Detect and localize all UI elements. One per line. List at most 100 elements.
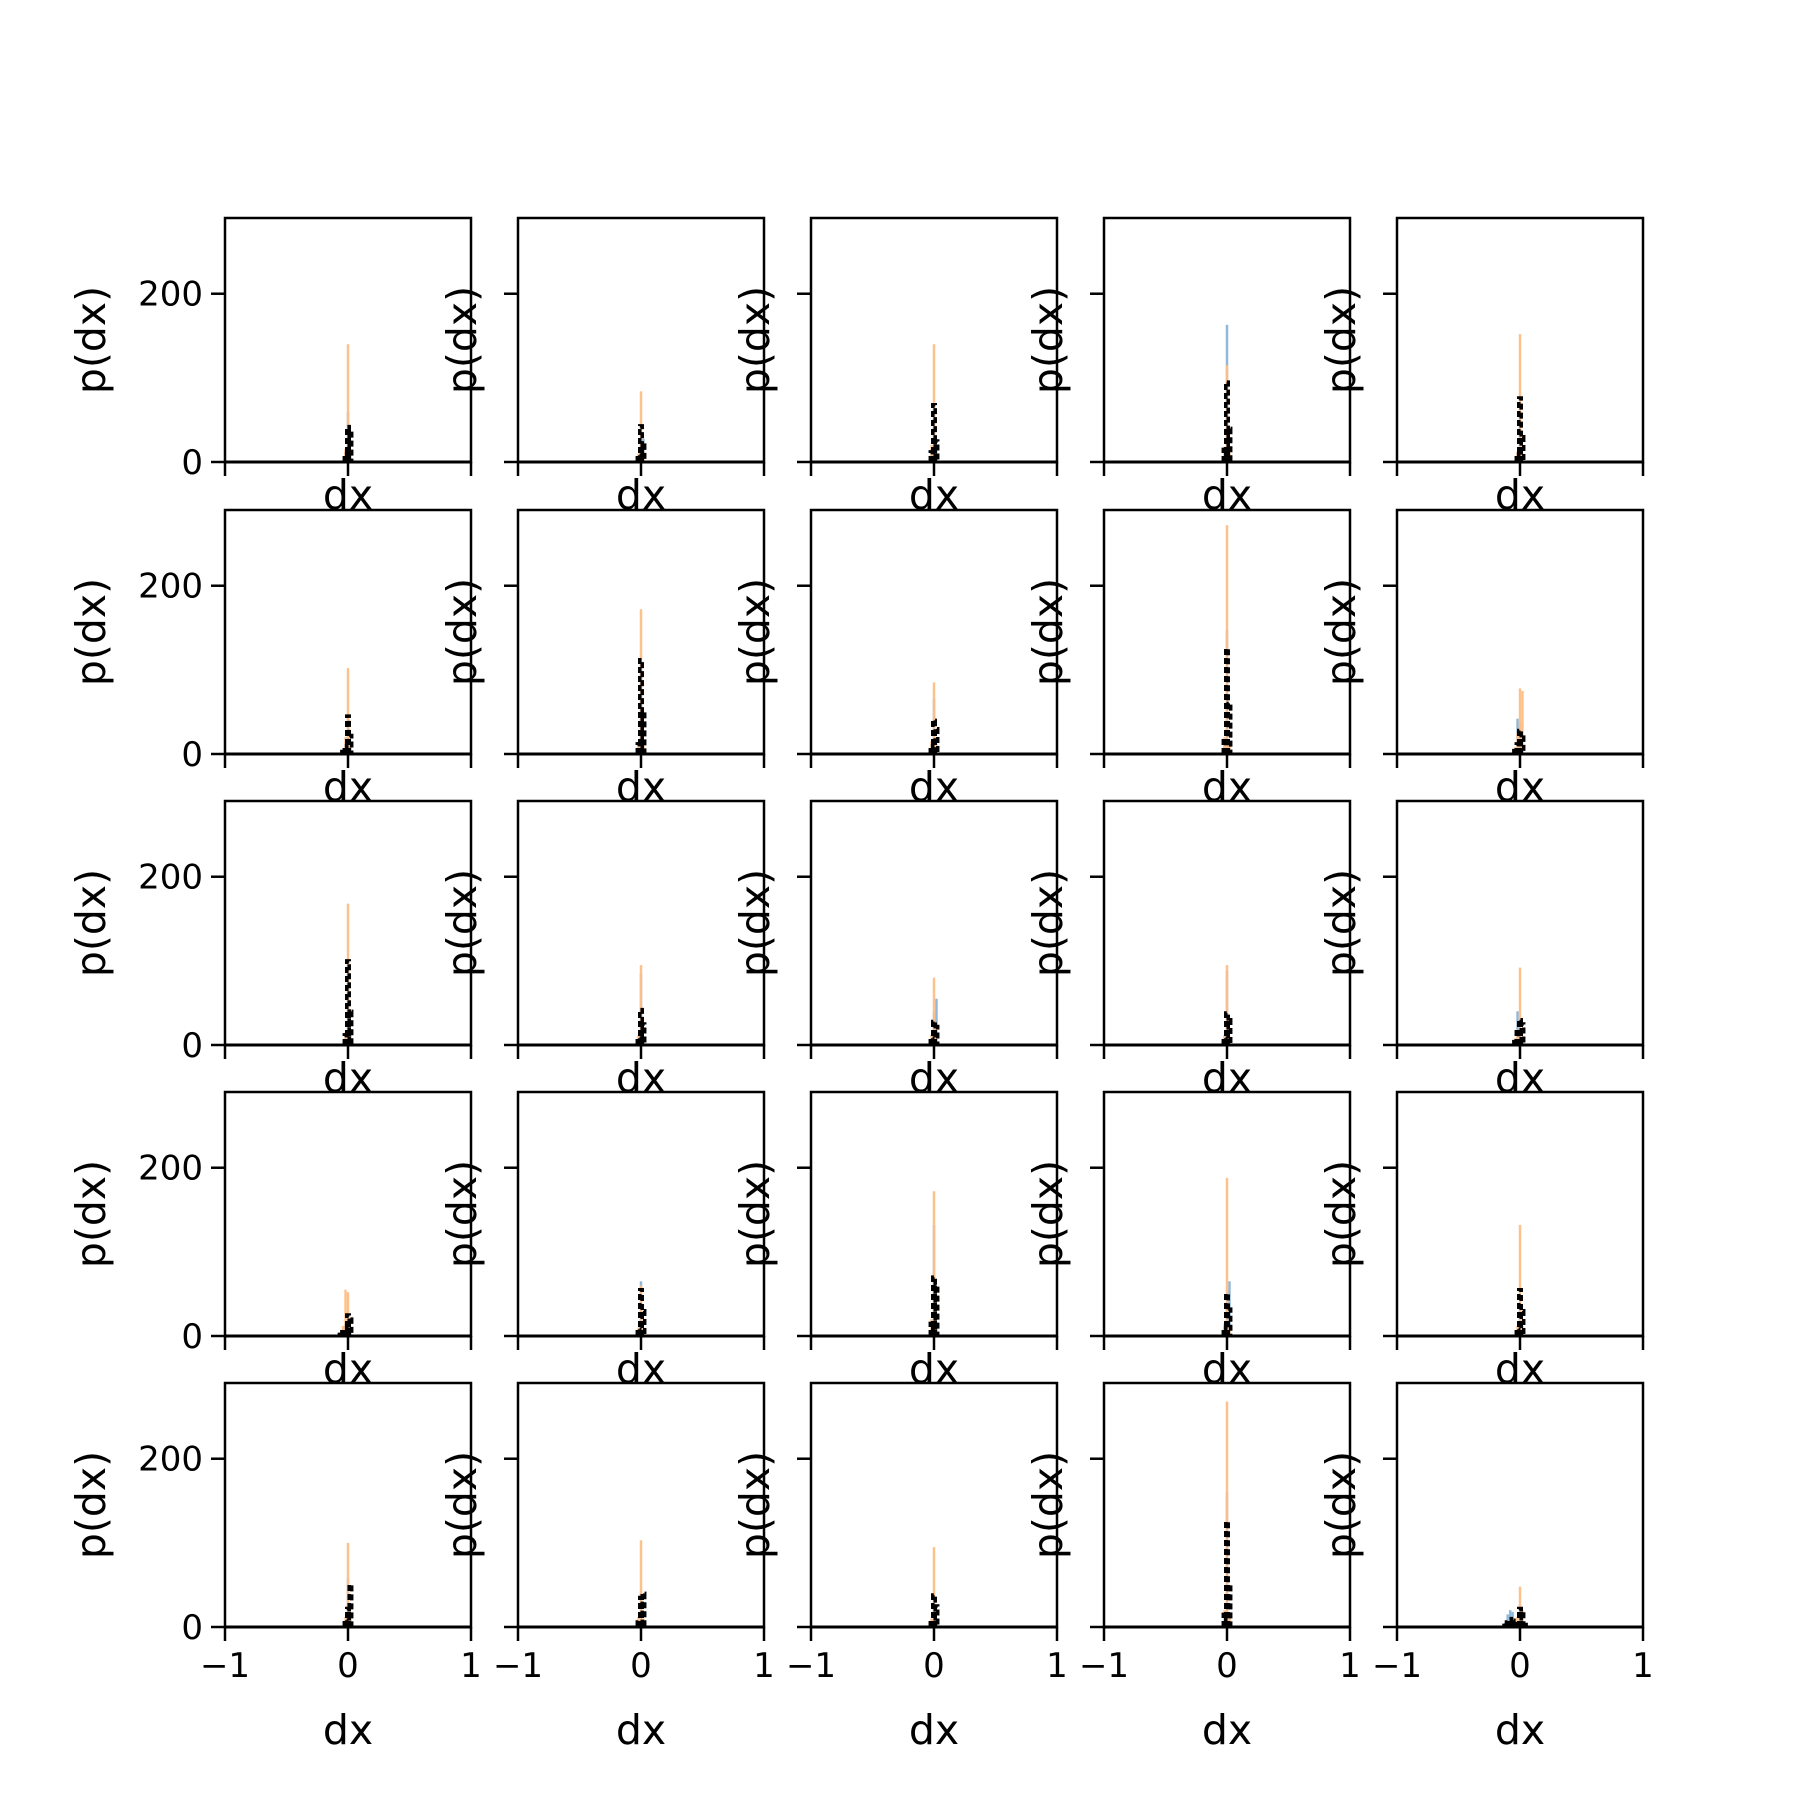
bar-series_c-bin-1 bbox=[342, 743, 349, 754]
y-axis-label: p(dx) bbox=[731, 869, 779, 977]
y-axis-label: p(dx) bbox=[438, 578, 486, 686]
x-tick-label: 0 bbox=[337, 1646, 359, 1686]
y-axis-label: p(dx) bbox=[67, 578, 115, 686]
bar-series_b-bin-3 bbox=[1521, 690, 1524, 754]
bar-series_b-bin-0 bbox=[1223, 737, 1226, 754]
x-axis-label: dx bbox=[1202, 1345, 1252, 1393]
subplot-r3-c1: dx p(dx) bbox=[438, 1090, 766, 1393]
bar-series_c-bin-2 bbox=[342, 1325, 349, 1336]
bar-series_c-bin-2 bbox=[640, 1022, 647, 1045]
y-tick-label: 200 bbox=[138, 275, 203, 315]
bar-series_c-bin-1 bbox=[931, 403, 937, 462]
x-axis-label: dx bbox=[616, 471, 666, 519]
y-axis-label: p(dx) bbox=[1317, 1160, 1365, 1268]
bar-series_b-bin-1 bbox=[639, 965, 643, 1045]
bar-series_b-bin-0 bbox=[637, 741, 640, 754]
x-tick-label: 0 bbox=[630, 1646, 652, 1686]
subplot-r2-c1: dx p(dx) bbox=[438, 799, 766, 1102]
bar-series_b-bin-1 bbox=[932, 682, 936, 754]
y-axis-label: p(dx) bbox=[1317, 578, 1365, 686]
bar-series_c-bin-1 bbox=[638, 1007, 644, 1045]
bar-series_b-bin-1 bbox=[346, 1542, 350, 1627]
bar-series_c-bin-1 bbox=[345, 959, 351, 1045]
y-axis-label: p(dx) bbox=[1024, 578, 1072, 686]
subplot-r3-c0: 0 200 dx p(dx) bbox=[67, 1090, 473, 1393]
bar-series_c-bin-2 bbox=[933, 1024, 940, 1045]
subplot-r1-c4: dx p(dx) bbox=[1317, 508, 1645, 811]
bar-series_c-bin-2 bbox=[1507, 1616, 1514, 1627]
x-tick-label: 0 bbox=[1216, 1646, 1238, 1686]
y-axis-label: p(dx) bbox=[438, 869, 486, 977]
bar-series_c-bin-3 bbox=[1519, 1022, 1526, 1045]
bar-series_c-bin-1 bbox=[1517, 1287, 1523, 1336]
x-tick-label: −1 bbox=[493, 1646, 543, 1686]
x-axis-label: dx bbox=[616, 763, 666, 811]
subplot-r1-c2: dx p(dx) bbox=[731, 508, 1059, 811]
x-tick-label: −1 bbox=[1079, 1646, 1129, 1686]
y-axis-label: p(dx) bbox=[438, 1160, 486, 1268]
y-tick-label: 200 bbox=[138, 1440, 203, 1480]
x-axis-label: dx bbox=[1495, 1706, 1545, 1754]
bar-series_b-bin-1 bbox=[932, 1191, 936, 1336]
subplot-r1-c1: dx p(dx) bbox=[438, 508, 766, 811]
bar-series_c-bin-1 bbox=[638, 658, 644, 754]
subplot-r2-c3: dx p(dx) bbox=[1024, 799, 1352, 1102]
subplot-r2-c0: 0 200 dx p(dx) bbox=[67, 799, 473, 1102]
bar-series_c-bin-3 bbox=[345, 1313, 351, 1336]
bar-series_c-bin-3 bbox=[1519, 735, 1526, 754]
x-axis-label: dx bbox=[323, 763, 373, 811]
bar-series_c-bin-2 bbox=[933, 727, 940, 754]
subplot-r1-c0: 0 200 dx p(dx) bbox=[67, 508, 473, 811]
y-axis-label: p(dx) bbox=[67, 1451, 115, 1559]
bar-series_c-bin-2 bbox=[1519, 1309, 1526, 1336]
x-axis-label: dx bbox=[323, 471, 373, 519]
bar-series_c-bin-2 bbox=[640, 710, 647, 754]
bar-series_c-bin-0 bbox=[928, 743, 935, 754]
y-tick-label: 200 bbox=[138, 858, 203, 898]
x-tick-label: −1 bbox=[200, 1646, 250, 1686]
y-tick-label: 0 bbox=[181, 1317, 203, 1357]
bar-series_c-bin-2 bbox=[1226, 1018, 1233, 1045]
bar-series_b-bin-0 bbox=[344, 1032, 347, 1045]
x-axis-label: dx bbox=[909, 1345, 959, 1393]
subplot-r1-c3: dx p(dx) bbox=[1024, 508, 1352, 811]
y-axis-label: p(dx) bbox=[1024, 1160, 1072, 1268]
bar-series_b-bin-1 bbox=[1225, 1177, 1229, 1336]
bar-series_c-bin-0 bbox=[342, 451, 349, 462]
x-axis-label: dx bbox=[1202, 763, 1252, 811]
bar-series_b-bin-1 bbox=[639, 1540, 643, 1627]
bar-series_c-bin-2 bbox=[1226, 1583, 1233, 1627]
y-axis-label: p(dx) bbox=[1024, 286, 1072, 394]
x-tick-label: 0 bbox=[923, 1646, 945, 1686]
subplot-r3-c3: dx p(dx) bbox=[1024, 1090, 1352, 1393]
bar-series_b-bin-1 bbox=[639, 1285, 643, 1336]
x-tick-label: 1 bbox=[460, 1646, 482, 1686]
subplot-r3-c2: dx p(dx) bbox=[731, 1090, 1059, 1393]
x-tick-label: 1 bbox=[1046, 1646, 1068, 1686]
y-axis-label: p(dx) bbox=[731, 1451, 779, 1559]
x-axis-label: dx bbox=[909, 471, 959, 519]
y-axis-label: p(dx) bbox=[1024, 869, 1072, 977]
bar-series_b-bin-1 bbox=[1518, 1224, 1522, 1336]
y-axis-label: p(dx) bbox=[731, 1160, 779, 1268]
bar-series_c-bin-2 bbox=[640, 1591, 647, 1627]
y-tick-label: 200 bbox=[138, 1149, 203, 1189]
bar-series_c-bin-3 bbox=[347, 733, 354, 754]
x-axis-label: dx bbox=[1202, 471, 1252, 519]
subplot-r4-c2: −1 0 1 dx p(dx) bbox=[731, 1381, 1068, 1754]
y-axis-label: p(dx) bbox=[731, 578, 779, 686]
bar-series_b-bin-1 bbox=[1516, 1032, 1519, 1045]
bar-series_c-bin-1 bbox=[1224, 380, 1230, 462]
x-axis-label: dx bbox=[1495, 763, 1545, 811]
bar-series_c-bin-0 bbox=[1221, 1325, 1228, 1336]
x-axis-label: dx bbox=[1495, 471, 1545, 519]
bar-series_c-bin-2 bbox=[1519, 435, 1526, 462]
y-axis-label: p(dx) bbox=[67, 869, 115, 977]
x-tick-label: 1 bbox=[1339, 1646, 1361, 1686]
bar-series_c-bin-2 bbox=[933, 1283, 940, 1336]
bar-series_c-bin-1 bbox=[931, 718, 937, 754]
subplot-r0-c2: dx p(dx) bbox=[731, 216, 1059, 519]
bar-series_b-bin-2 bbox=[1228, 1614, 1231, 1627]
bar-series_c-bin-1 bbox=[1517, 396, 1523, 462]
subplot-r4-c4: −1 0 1 dx p(dx) bbox=[1317, 1381, 1654, 1754]
